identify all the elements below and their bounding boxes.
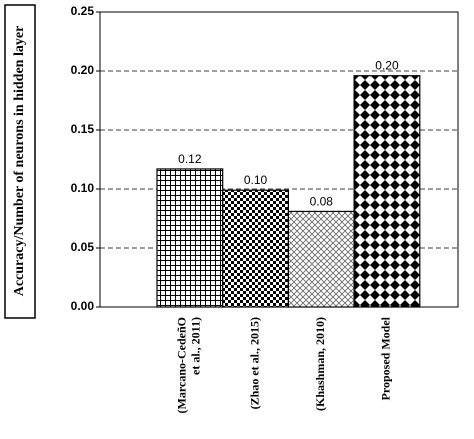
y-tick-label: 0.25 <box>71 4 95 18</box>
x-tick-label: et al., 2011) <box>189 317 203 375</box>
y-tick-label: 0.20 <box>71 63 95 77</box>
value-label: 0.20 <box>375 59 399 73</box>
bar <box>353 75 421 308</box>
value-label: 0.08 <box>310 194 334 208</box>
value-label: 0.12 <box>178 152 202 166</box>
bar <box>287 210 355 308</box>
x-tick-label: (Marcano-CedeñO <box>175 317 189 413</box>
plot-frame <box>99 11 459 308</box>
y-tick-label: 0.15 <box>71 122 95 136</box>
bar <box>156 168 224 308</box>
x-tick-label: (Zhao et al., 2015) <box>247 317 261 409</box>
y-tick-label: 0.00 <box>71 299 95 313</box>
y-axis-label: Accuracy/Number of neurons in hidden lay… <box>12 26 27 297</box>
bar <box>222 189 289 308</box>
x-tick-label: Proposed Model <box>379 316 393 400</box>
x-tick-label: (Khashman, 2010) <box>313 317 327 411</box>
value-label: 0.10 <box>244 173 268 187</box>
y-tick-label: 0.10 <box>71 181 95 195</box>
y-tick-label: 0.05 <box>71 240 95 254</box>
y-label-box <box>4 4 36 319</box>
